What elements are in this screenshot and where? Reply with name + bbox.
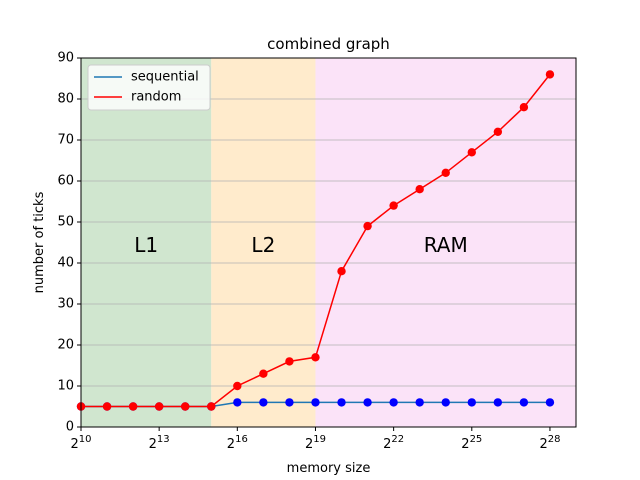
data-point-sequential (285, 398, 294, 407)
data-series (76, 70, 555, 411)
legend-label-sequential: sequential (131, 70, 199, 85)
y-axis-label: number of ticks (32, 191, 47, 293)
data-point-random (545, 70, 555, 79)
data-point-random (207, 402, 216, 411)
data-point-random (259, 369, 268, 378)
y-tick-label: 90 (57, 51, 74, 66)
data-point-sequential (415, 398, 424, 407)
data-point-random (102, 402, 112, 411)
data-point-sequential (545, 398, 555, 407)
plot-frame (80, 57, 577, 428)
y-tick-label: 80 (57, 92, 74, 107)
region-label-l2: L2 (251, 233, 275, 257)
x-tick-label: 222 (383, 434, 404, 452)
data-point-sequential (519, 398, 529, 407)
y-tick-label: 10 (57, 379, 74, 394)
data-point-random (493, 127, 503, 136)
data-point-random (363, 221, 372, 231)
data-point-random (415, 185, 424, 194)
legend-label-random: random (131, 90, 181, 105)
data-point-sequential (389, 398, 398, 407)
y-tick-label: 20 (57, 338, 74, 353)
axis-ticks: 0 10 20 30 40 50 60 70 80 90 210 213 216 219 222 225 228 (57, 51, 560, 453)
region-label-l1: L1 (134, 233, 158, 257)
y-tick-label: 60 (57, 174, 74, 189)
x-tick-label: 225 (461, 434, 482, 452)
data-point-random (128, 402, 138, 411)
data-point-random (519, 103, 529, 112)
region-l2 (211, 58, 316, 427)
data-point-sequential (441, 398, 450, 407)
y-tick-label: 40 (57, 256, 74, 271)
x-tick-label: 216 (227, 434, 248, 452)
x-axis-label: memory size (287, 461, 371, 476)
data-point-sequential (233, 398, 242, 407)
data-point-sequential (311, 398, 320, 407)
region-labels: L1 L2 RAM (134, 233, 468, 257)
legend: sequential random (87, 64, 211, 111)
data-point-random (441, 168, 450, 177)
data-point-sequential (337, 398, 346, 407)
region-label-ram: RAM (424, 233, 468, 257)
y-tick-label: 0 (66, 420, 74, 435)
y-tick-label: 30 (57, 297, 74, 312)
x-tick-label: 228 (539, 434, 560, 452)
chart-title: combined graph (267, 35, 390, 53)
data-point-sequential (467, 398, 476, 407)
data-point-sequential (493, 398, 503, 407)
data-point-random (233, 381, 242, 391)
data-point-sequential (363, 398, 372, 407)
data-point-random (154, 402, 164, 411)
data-point-random (467, 148, 476, 157)
x-tick-label: 213 (149, 434, 170, 452)
y-tick-label: 50 (57, 215, 74, 230)
data-point-random (389, 201, 398, 210)
y-tick-label: 70 (57, 133, 74, 148)
data-point-random (311, 353, 320, 362)
data-point-sequential (259, 398, 268, 407)
x-tick-label: 210 (70, 434, 91, 452)
x-tick-label: 219 (305, 434, 326, 452)
region-l1 (81, 58, 212, 427)
data-point-random (181, 402, 190, 411)
data-point-random (337, 267, 346, 276)
data-point-random (285, 357, 294, 366)
